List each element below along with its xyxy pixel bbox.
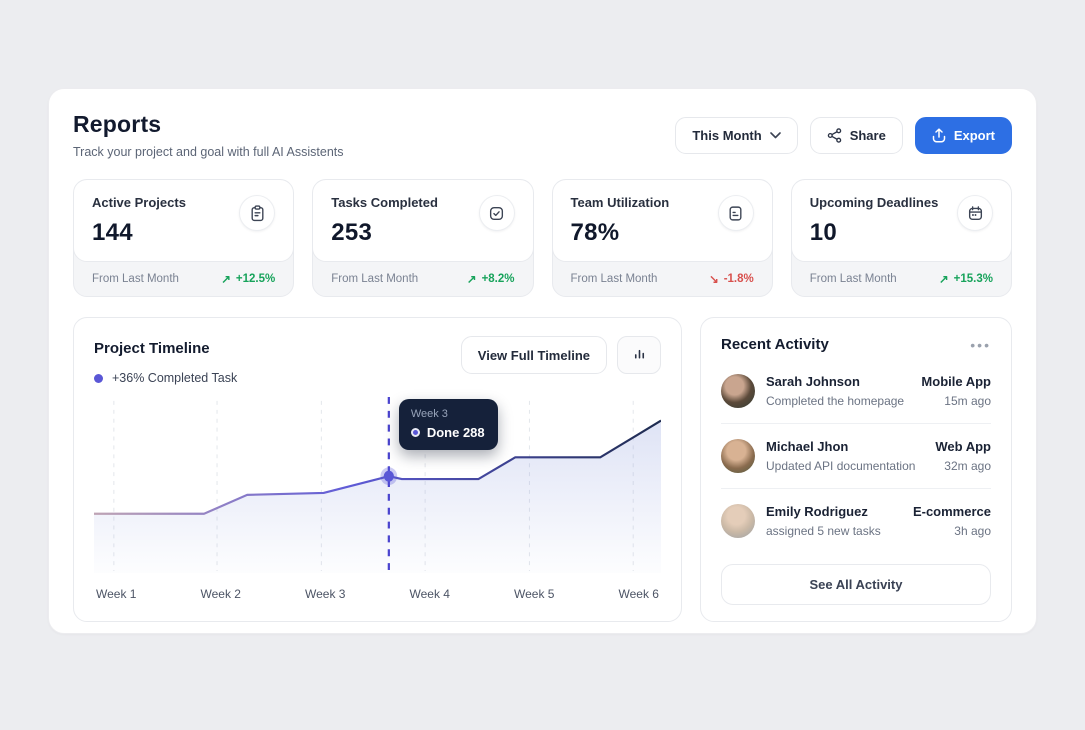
x-axis-tick-label: Week 6	[618, 587, 659, 601]
activity-row: Michael Jhon Updated API documentation W…	[721, 424, 991, 489]
trend-up-icon: ↗	[466, 274, 477, 286]
stat-delta: +15.3%	[953, 273, 993, 285]
activity-timestamp: 32m ago	[944, 459, 991, 473]
timeline-chart[interactable]: Week 3 Done 288	[94, 395, 661, 573]
chart-legend: +36% Completed Task	[94, 371, 237, 385]
chart-tooltip: Week 3 Done 288	[398, 399, 498, 450]
bar-chart-icon-button[interactable]	[617, 336, 661, 374]
tooltip-week-label: Week 3	[410, 408, 448, 420]
share-icon	[827, 128, 842, 143]
tooltip-series-dot-icon	[410, 428, 420, 437]
x-axis-tick-label: Week 3	[305, 587, 346, 601]
stat-footer-label: From Last Month	[570, 273, 658, 285]
trend-up-icon: ↗	[939, 274, 949, 286]
view-full-timeline-button[interactable]: View Full Timeline	[460, 336, 607, 374]
legend-label: +36% Completed Task	[112, 371, 238, 385]
x-axis-tick-label: Week 2	[200, 587, 241, 601]
chart-x-axis-labels: Week 1 Week 2 Week 3 Week 4 Week 5 Week 6	[96, 587, 659, 601]
avatar	[721, 504, 755, 538]
recent-activity-title: Recent Activity	[721, 336, 829, 353]
stat-card-upcoming-deadlines: Upcoming Deadlines 10 From Last Month ↗ …	[790, 179, 1012, 297]
page-header: Reports Track your project and goal with…	[63, 107, 1022, 159]
stat-footer-label: From Last Month	[92, 273, 179, 285]
timeline-chart-canvas	[94, 396, 661, 573]
calendar-icon	[957, 195, 993, 231]
bar-chart-icon	[632, 346, 647, 364]
see-all-activity-button[interactable]: See All Activity	[721, 564, 991, 605]
activity-user-name: Emily Rodriguez	[766, 504, 868, 519]
chart-area-fill	[94, 420, 661, 573]
stat-delta: -1.8%	[723, 273, 754, 285]
view-full-timeline-label: View Full Timeline	[477, 347, 590, 363]
x-axis-tick-label: Week 1	[96, 587, 137, 601]
stat-footer-label: From Last Month	[331, 273, 419, 285]
reports-panel: Reports Track your project and goal with…	[48, 88, 1037, 634]
activity-row: Sarah Johnson Completed the homepage Mob…	[721, 359, 991, 424]
export-button-label: Export	[953, 128, 995, 143]
stat-label: Tasks Completed	[331, 195, 438, 210]
recent-activity-card: Recent Activity ••• Sarah Johnson Comple…	[700, 317, 1012, 622]
activity-timestamp: 15m ago	[944, 394, 991, 408]
period-dropdown-label: This Month	[692, 128, 762, 143]
x-axis-tick-label: Week 5	[514, 587, 555, 601]
legend-dot-icon	[94, 373, 103, 383]
more-options-icon[interactable]: •••	[970, 336, 991, 353]
upload-icon	[932, 128, 946, 143]
activity-user-name: Michael Jhon	[766, 439, 849, 454]
chevron-down-icon	[769, 132, 781, 139]
trend-down-icon: ↘	[709, 274, 719, 286]
chart-marker	[383, 470, 394, 482]
avatar	[721, 439, 755, 473]
stat-card-team-utilization: Team Utilization 78% From Last Month ↘ -…	[551, 179, 773, 297]
project-timeline-card: Project Timeline +36% Completed Task Vie…	[73, 317, 682, 622]
stat-label: Active Projects	[92, 195, 186, 210]
chart-line	[94, 419, 661, 515]
stat-value: 78%	[570, 219, 620, 246]
activity-project: Web App	[935, 439, 991, 454]
stat-card-active-projects: Active Projects 144 From Last Month ↗ +1…	[73, 179, 295, 297]
activity-project: Mobile App	[921, 374, 991, 389]
activity-description: assigned 5 new tasks	[766, 524, 881, 538]
chart-title: Project Timeline	[94, 340, 210, 357]
stat-card-tasks-completed: Tasks Completed 253 From Last Month ↗ +8…	[312, 179, 534, 297]
page-subtitle: Track your project and goal with full AI…	[73, 145, 344, 159]
stat-footer-label: From Last Month	[809, 273, 897, 285]
x-axis-tick-label: Week 4	[409, 587, 450, 601]
activity-row: Emily Rodriguez assigned 5 new tasks E-c…	[721, 489, 991, 553]
stat-value: 144	[92, 219, 133, 246]
page-title: Reports	[73, 111, 162, 137]
document-icon	[717, 195, 754, 231]
period-dropdown[interactable]: This Month	[675, 117, 798, 154]
trend-up-icon: ↗	[221, 274, 231, 286]
stats-row: Active Projects 144 From Last Month ↗ +1…	[73, 179, 1012, 297]
activity-user-name: Sarah Johnson	[766, 374, 860, 389]
activity-timestamp: 3h ago	[954, 524, 991, 538]
clipboard-icon	[239, 195, 276, 231]
check-square-icon	[478, 195, 515, 231]
stat-delta: +8.2%	[481, 273, 515, 285]
stat-delta: +12.5%	[235, 273, 276, 285]
activity-description: Updated API documentation	[766, 459, 916, 473]
tooltip-value: Done 288	[426, 425, 485, 440]
share-button[interactable]: Share	[809, 117, 903, 154]
stat-label: Team Utilization	[570, 195, 670, 210]
avatar	[721, 374, 755, 408]
export-button[interactable]: Export	[914, 117, 1012, 154]
stat-value: 10	[809, 219, 838, 246]
activity-project: E-commerce	[912, 504, 991, 519]
share-button-label: Share	[849, 128, 886, 143]
activity-description: Completed the homepage	[766, 394, 905, 408]
stat-label: Upcoming Deadlines	[809, 195, 939, 210]
stat-value: 253	[331, 219, 373, 246]
